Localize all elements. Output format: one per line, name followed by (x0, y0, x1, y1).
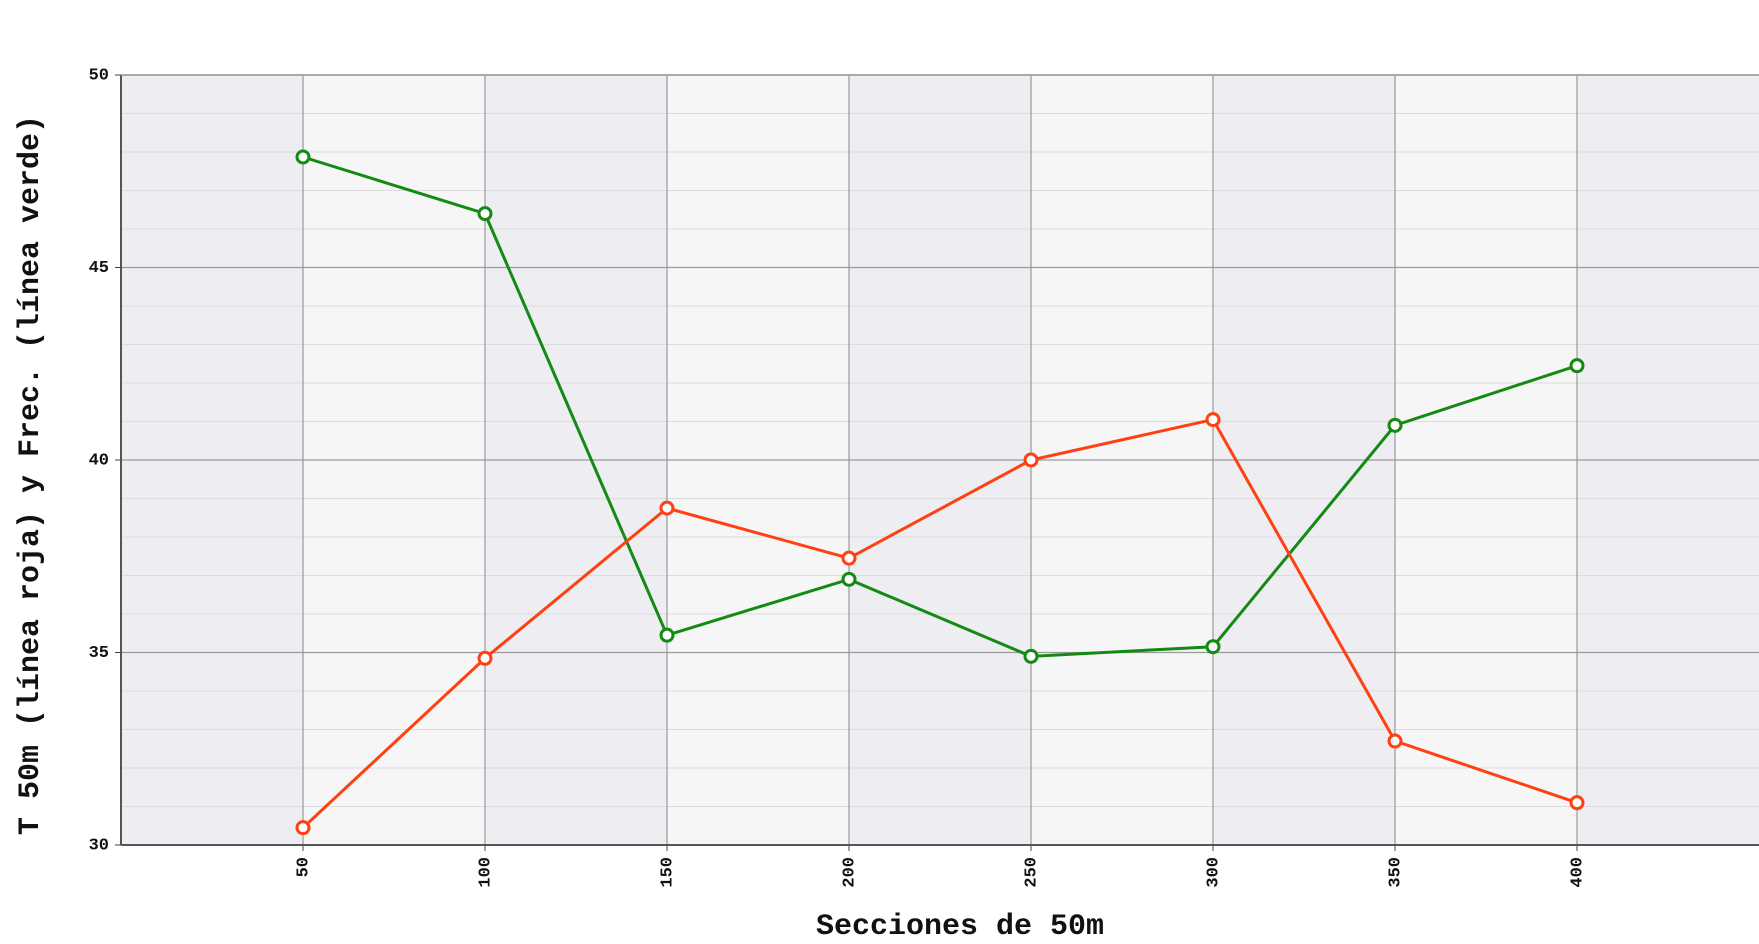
y-tick-label: 40 (89, 451, 109, 470)
y-tick-label: 30 (89, 836, 109, 855)
series-line (301, 417, 1578, 829)
data-point (1569, 358, 1585, 374)
x-tick-label: 250 (1022, 857, 1041, 888)
x-tick-label: 350 (1386, 857, 1405, 888)
series-line (302, 155, 1578, 658)
data-point (659, 500, 675, 516)
data-point (1387, 733, 1403, 749)
data-point (1569, 795, 1585, 811)
x-tick-label: 400 (1568, 857, 1587, 888)
y-tick-label: 50 (89, 66, 109, 85)
data-point (1205, 639, 1221, 655)
x-axis-title: Secciones de 50m (816, 910, 1104, 944)
y-tick-label: 45 (89, 259, 109, 278)
data-point (477, 206, 493, 222)
data-point (1023, 452, 1039, 468)
data-point (1023, 648, 1039, 664)
data-point (477, 650, 493, 666)
y-tick-label: 35 (89, 644, 109, 663)
data-point (659, 627, 675, 643)
x-tick-label: 300 (1204, 857, 1223, 888)
x-tick-label: 200 (840, 857, 859, 888)
data-point (841, 550, 857, 566)
data-point (295, 820, 311, 836)
data-point (1387, 417, 1403, 433)
x-tick-label: 50 (294, 857, 313, 877)
x-tick-label: 100 (476, 857, 495, 888)
x-tick-label: 150 (658, 857, 677, 888)
data-point (295, 149, 311, 165)
y-axis-title: T 50m (línea roja) y Frec. (línea verde) (14, 115, 48, 835)
data-point (1205, 412, 1221, 428)
data-point (841, 571, 857, 587)
